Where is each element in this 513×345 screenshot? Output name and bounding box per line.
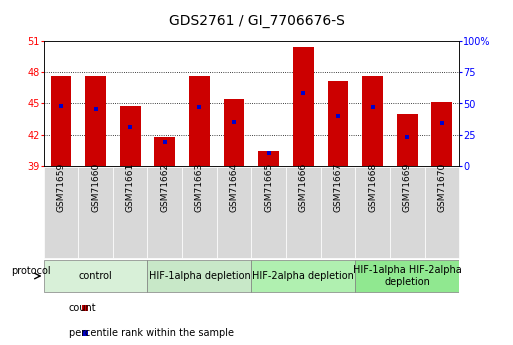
Bar [431, 102, 452, 166]
Bar [189, 76, 210, 166]
Text: protocol: protocol [11, 266, 50, 276]
Bar [50, 76, 71, 166]
Bar [85, 76, 106, 166]
Bar [78, 167, 113, 258]
Bar [390, 167, 424, 258]
Bar [286, 167, 321, 258]
Text: GSM71670: GSM71670 [437, 163, 446, 212]
Text: GSM71669: GSM71669 [403, 163, 412, 212]
Bar [44, 260, 148, 292]
Bar [321, 167, 355, 258]
Text: GDS2761 / GI_7706676-S: GDS2761 / GI_7706676-S [169, 14, 344, 28]
Bar [355, 167, 390, 258]
Text: GSM71660: GSM71660 [91, 163, 100, 212]
Text: GSM71668: GSM71668 [368, 163, 377, 212]
Bar [397, 114, 418, 166]
Bar [44, 167, 78, 258]
Text: control: control [78, 271, 112, 281]
Text: HIF-2alpha depletion: HIF-2alpha depletion [252, 271, 354, 281]
Bar [251, 167, 286, 258]
Bar [327, 81, 348, 166]
Bar [258, 151, 279, 166]
Text: HIF-1alpha HIF-2alpha
depletion: HIF-1alpha HIF-2alpha depletion [353, 265, 462, 287]
Bar [182, 167, 216, 258]
Bar [355, 260, 459, 292]
Bar [216, 167, 251, 258]
Bar [120, 106, 141, 166]
Text: GSM71664: GSM71664 [229, 163, 239, 212]
Bar [148, 167, 182, 258]
Bar [224, 99, 244, 166]
Text: GSM71665: GSM71665 [264, 163, 273, 212]
Bar [251, 260, 355, 292]
Text: HIF-1alpha depletion: HIF-1alpha depletion [149, 271, 250, 281]
Text: GSM71667: GSM71667 [333, 163, 343, 212]
Text: GSM71661: GSM71661 [126, 163, 135, 212]
Bar [154, 137, 175, 166]
Bar [113, 167, 148, 258]
Text: GSM71659: GSM71659 [56, 163, 66, 212]
Text: GSM71662: GSM71662 [160, 163, 169, 212]
Bar [293, 47, 313, 166]
Bar [424, 167, 459, 258]
Text: GSM71663: GSM71663 [195, 163, 204, 212]
Text: GSM71666: GSM71666 [299, 163, 308, 212]
Text: percentile rank within the sample: percentile rank within the sample [69, 328, 233, 337]
Text: count: count [69, 303, 96, 313]
Bar [148, 260, 251, 292]
Bar [362, 76, 383, 166]
